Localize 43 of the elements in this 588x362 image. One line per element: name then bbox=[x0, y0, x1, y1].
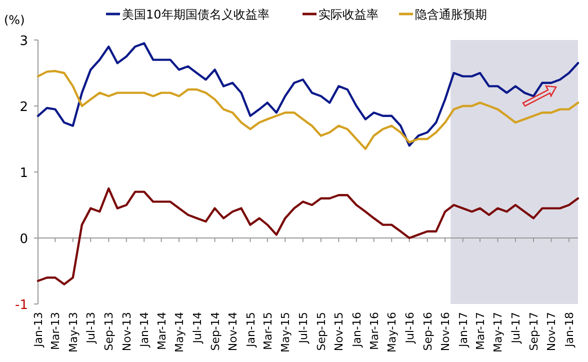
x-tick-label: May-13 bbox=[66, 312, 80, 353]
x-tick-label: Jul-17 bbox=[509, 312, 522, 344]
x-tick-label: Mar-17 bbox=[474, 312, 488, 350]
x-tick-label: Nov-13 bbox=[120, 312, 134, 352]
x-tick-label: Jul-14 bbox=[190, 312, 204, 344]
legend-label: 隐含通胀预期 bbox=[415, 8, 487, 22]
x-tick-label: Jan-17 bbox=[456, 312, 470, 348]
x-tick-label: Jan-15 bbox=[244, 312, 258, 348]
line-series bbox=[36, 42, 580, 147]
x-tick-label: Nov-14 bbox=[226, 312, 240, 352]
line-series bbox=[36, 70, 580, 150]
y-tick-label: 3 bbox=[20, 34, 28, 49]
x-tick-label: Mar-14 bbox=[155, 312, 168, 350]
x-tick-label: Mar-13 bbox=[49, 312, 62, 350]
x-tick-label: May-15 bbox=[279, 312, 292, 353]
x-tick-label: Sep-16 bbox=[421, 312, 434, 351]
x-tick-label: May-14 bbox=[173, 312, 186, 353]
x-tick-label: Jul-15 bbox=[296, 312, 310, 344]
y-tick-label: 2 bbox=[20, 100, 28, 115]
legend-label: 美国10年期国债名义收益率 bbox=[122, 8, 270, 22]
line-series bbox=[36, 187, 580, 286]
x-tick-label: Jul-16 bbox=[403, 312, 416, 344]
y-tick-label: -1 bbox=[15, 298, 28, 313]
y-tick-label: 0 bbox=[20, 232, 28, 247]
x-tick-label: Sep-13 bbox=[102, 312, 116, 351]
x-tick-label: Nov-17 bbox=[545, 312, 558, 352]
x-tick-label: Nov-16 bbox=[439, 312, 452, 352]
x-tick-label: Jan-14 bbox=[138, 312, 152, 348]
legend-label: 实际收益率 bbox=[318, 8, 378, 22]
x-tick-label: Sep-14 bbox=[208, 312, 222, 351]
x-tick-label: Mar-15 bbox=[261, 312, 274, 350]
x-tick-label: Jan-16 bbox=[350, 312, 364, 348]
x-tick-label: Jan-18 bbox=[562, 312, 576, 348]
x-tick-label: Sep-15 bbox=[314, 312, 328, 351]
x-tick-label: Jan-13 bbox=[32, 312, 45, 348]
x-tick-label: Nov-15 bbox=[332, 312, 346, 352]
x-tick-label: Mar-16 bbox=[368, 312, 381, 350]
x-tick-label: May-16 bbox=[386, 312, 399, 353]
y-tick-label: 1 bbox=[20, 166, 28, 181]
x-tick-label: Jul-13 bbox=[84, 312, 98, 344]
x-tick-label: Sep-17 bbox=[528, 312, 541, 351]
x-tick-label: May-17 bbox=[492, 312, 505, 353]
y-axis-title: (%) bbox=[4, 13, 25, 27]
